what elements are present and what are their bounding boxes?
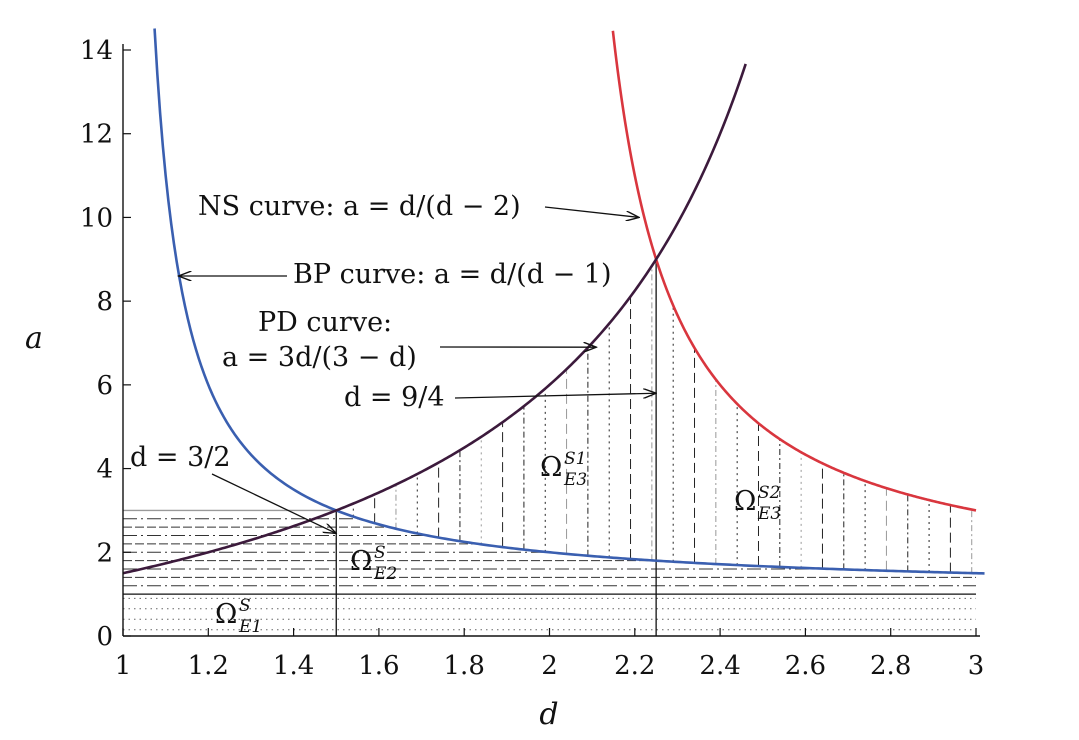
x-tick-label: 1.6 (358, 651, 399, 681)
region-superscript: S (374, 543, 386, 563)
x-tick-label: 1.4 (273, 651, 314, 681)
annotation-bp: BP curve: a = d/(d − 1) (293, 259, 612, 290)
annotation-ns: NS curve: a = d/(d − 2) (198, 191, 521, 222)
y-tick-label: 10 (80, 203, 113, 233)
annotation-d94: d = 9/4 (344, 382, 445, 413)
x-tick-label: 3 (968, 651, 985, 681)
annotation-pd_label: PD curve: (258, 307, 392, 338)
x-tick-label: 1.8 (444, 651, 485, 681)
region-subscript: E2 (373, 564, 397, 584)
region-hatching (123, 266, 976, 630)
y-tick-label: 8 (96, 287, 113, 317)
x-tick-label: 2 (541, 651, 558, 681)
series-line-bp (155, 29, 985, 574)
annotation-pd: a = 3d/(3 − d) (222, 342, 417, 373)
series-line-ns (613, 31, 976, 511)
region-subscript: E3 (757, 504, 781, 524)
y-axis-title: a (25, 321, 43, 356)
y-tick-label: 14 (80, 36, 113, 66)
region-superscript: S2 (758, 483, 780, 503)
region-superscript: S (239, 596, 251, 616)
y-tick-label: 6 (96, 371, 113, 401)
region-symbol: Ω (540, 452, 562, 483)
x-axis-title: d (539, 697, 558, 732)
region-symbol: Ω (350, 546, 372, 577)
y-tick-label: 2 (96, 538, 113, 568)
x-tick-label: 2.2 (614, 651, 655, 681)
y-tick-label: 4 (96, 455, 113, 485)
region-subscript: E1 (238, 617, 262, 637)
x-tick-label: 1 (115, 651, 132, 681)
x-tick-label: 2.6 (785, 651, 826, 681)
y-tick-label: 0 (96, 622, 113, 652)
axes: 1 1.2 1.4 1.6 1.8 2 2.2 2.4 2.6 2.8 3 0 2 4 6 8 10 12 14 d a (25, 36, 984, 732)
region-superscript: S1 (564, 449, 586, 469)
region-subscript: E3 (563, 470, 587, 490)
curves (123, 29, 985, 574)
region-symbol: Ω (734, 486, 756, 517)
x-tick-label: 2.4 (699, 651, 740, 681)
x-tick-label: 2.8 (870, 651, 911, 681)
reference-lines (123, 259, 976, 636)
annotation-arrow-ns (545, 207, 639, 217)
x-tick-label: 1.2 (188, 651, 229, 681)
annotation-arrow-d94 (455, 393, 656, 398)
annotation-d32: d = 3/2 (130, 442, 231, 473)
region-symbol: Ω (215, 599, 237, 630)
y-tick-label: 12 (80, 120, 113, 150)
